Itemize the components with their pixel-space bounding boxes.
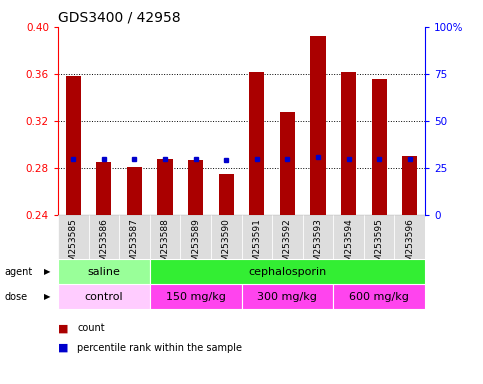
Bar (371, 79, 387, 215)
Bar (242, 215, 272, 259)
Bar (333, 215, 364, 259)
Bar (88, 215, 119, 259)
Bar (127, 167, 142, 215)
Bar (150, 215, 180, 259)
Bar (150, 284, 242, 309)
Bar (219, 174, 234, 215)
Text: 300 mg/kg: 300 mg/kg (257, 291, 317, 302)
Text: 150 mg/kg: 150 mg/kg (166, 291, 226, 302)
Text: GSM253592: GSM253592 (283, 218, 292, 273)
Bar (242, 284, 333, 309)
Bar (303, 215, 333, 259)
Bar (58, 284, 150, 309)
Text: ▶: ▶ (43, 267, 50, 276)
Bar (150, 259, 425, 284)
Bar (249, 71, 265, 215)
Bar (119, 215, 150, 259)
Text: ▶: ▶ (43, 292, 50, 301)
Bar (211, 215, 242, 259)
Bar (66, 76, 81, 215)
Bar (180, 215, 211, 259)
Text: GSM253594: GSM253594 (344, 218, 353, 273)
Bar (280, 112, 295, 215)
Text: ■: ■ (58, 323, 69, 333)
Text: saline: saline (87, 266, 120, 277)
Bar (364, 215, 395, 259)
Bar (188, 160, 203, 215)
Bar (157, 159, 173, 215)
Bar (333, 284, 425, 309)
Text: GSM253589: GSM253589 (191, 218, 200, 273)
Text: GSM253591: GSM253591 (252, 218, 261, 273)
Text: 600 mg/kg: 600 mg/kg (349, 291, 409, 302)
Text: cephalosporin: cephalosporin (248, 266, 327, 277)
Text: GDS3400 / 42958: GDS3400 / 42958 (58, 10, 181, 24)
Text: GSM253585: GSM253585 (69, 218, 78, 273)
Text: percentile rank within the sample: percentile rank within the sample (77, 343, 242, 353)
Text: GSM253590: GSM253590 (222, 218, 231, 273)
Bar (395, 215, 425, 259)
Text: GSM253593: GSM253593 (313, 218, 323, 273)
Text: agent: agent (5, 266, 33, 277)
Text: GSM253596: GSM253596 (405, 218, 414, 273)
Text: GSM253588: GSM253588 (160, 218, 170, 273)
Text: GSM253587: GSM253587 (130, 218, 139, 273)
Bar (272, 215, 303, 259)
Bar (311, 36, 326, 215)
Bar (402, 156, 417, 215)
Text: GSM253595: GSM253595 (375, 218, 384, 273)
Text: ■: ■ (58, 343, 69, 353)
Bar (58, 215, 88, 259)
Text: GSM253586: GSM253586 (99, 218, 108, 273)
Text: control: control (85, 291, 123, 302)
Text: count: count (77, 323, 105, 333)
Bar (341, 71, 356, 215)
Bar (96, 162, 112, 215)
Text: dose: dose (5, 291, 28, 302)
Bar (58, 259, 150, 284)
